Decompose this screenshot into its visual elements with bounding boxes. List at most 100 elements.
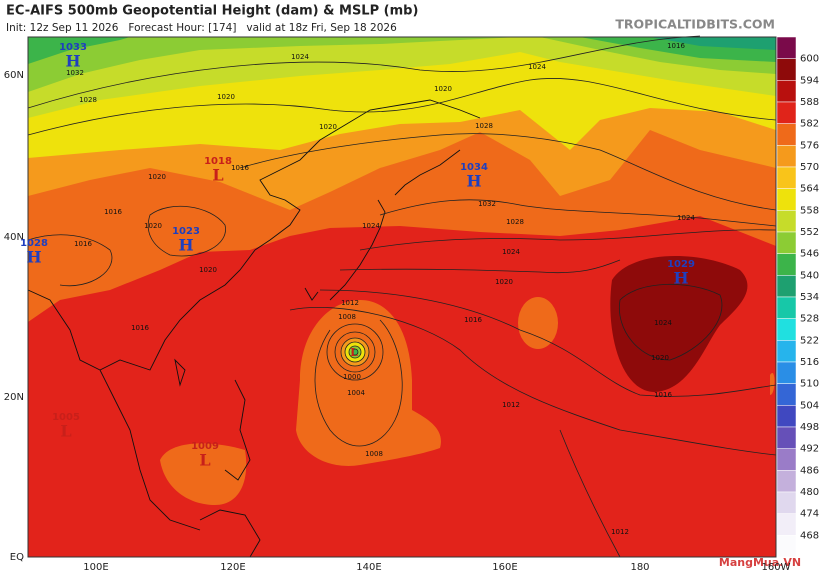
isobar-label: 1008 — [338, 313, 356, 321]
isobar-label: 1016 — [131, 324, 149, 332]
isobar — [379, 199, 777, 227]
colorbar-swatch — [776, 296, 797, 319]
lat-label: 60N — [4, 70, 24, 81]
isobar — [618, 283, 723, 361]
coastline — [174, 358, 186, 387]
coastline — [99, 369, 201, 531]
isobar-label: 1004 — [347, 389, 365, 397]
isobar-label: 1024 — [654, 319, 672, 327]
isobar-label: 1016 — [464, 316, 482, 324]
isobar — [289, 307, 777, 456]
lat-label: 40N — [4, 232, 24, 243]
colorbar-label: 552 — [800, 227, 819, 238]
colorbar-label: 486 — [800, 465, 819, 476]
isobar-label: 1016 — [104, 208, 122, 216]
colorbar-label: 558 — [800, 205, 819, 216]
lon-label: 180 — [630, 562, 649, 573]
colorbar-label: 576 — [800, 140, 819, 151]
typhoon-rings — [326, 323, 384, 381]
colorbar-swatch — [776, 318, 797, 341]
center-symbol: H — [178, 236, 193, 255]
colorbar-label: 582 — [800, 119, 819, 130]
colorbar-label: 564 — [800, 184, 819, 195]
colorbar-swatch — [776, 340, 797, 363]
isobar-label: 1032 — [66, 69, 84, 77]
center-symbol: L — [60, 422, 71, 441]
isobar-label: 1020 — [217, 93, 235, 101]
center-value: 1034 — [460, 162, 488, 173]
colorbar-swatch — [776, 80, 797, 103]
colorbar-label: 498 — [800, 422, 819, 433]
colorbar-label: 504 — [800, 400, 819, 411]
center-value: 1018 — [204, 156, 232, 167]
field-yellow-green — [28, 37, 776, 118]
isobar-label: 1024 — [362, 222, 380, 230]
isobar-label: 1024 — [528, 63, 546, 71]
center-value: 1033 — [59, 42, 87, 53]
isobar-label: 1000 — [343, 373, 361, 381]
colorbar-swatch — [776, 188, 797, 211]
field-orange-spot — [518, 297, 558, 349]
colorbar-label: 492 — [800, 444, 819, 455]
colorbar-label: 474 — [800, 509, 819, 520]
center-symbol: L — [350, 346, 358, 359]
lon-label: 160W — [762, 562, 791, 573]
colorbar-swatch — [776, 405, 797, 428]
colorbar-swatch — [776, 166, 797, 189]
center-symbol: L — [199, 451, 210, 470]
colorbar-swatch — [776, 535, 797, 558]
map-frame — [27, 36, 777, 558]
colorbar-label: 528 — [800, 314, 819, 325]
isobar — [27, 78, 777, 136]
isobar-label: 1024 — [291, 53, 309, 61]
center-symbol: H — [673, 269, 688, 288]
isobar-label: 1028 — [79, 96, 97, 104]
field-orange-spot — [770, 372, 775, 395]
colorbar-label: 540 — [800, 270, 819, 281]
colorbar-label: 534 — [800, 292, 819, 303]
isobar — [319, 289, 777, 397]
coastline — [199, 509, 261, 558]
colorbar-swatch — [776, 101, 797, 124]
site-label: TROPICALTIDBITS.COM — [615, 17, 775, 32]
coastline — [394, 149, 461, 196]
isobar-label: 1016 — [667, 42, 685, 50]
lon-label: 140E — [356, 562, 381, 573]
colorbar-swatch — [776, 470, 797, 493]
isobar — [147, 205, 226, 257]
isobar-label: 1012 — [502, 401, 520, 409]
center-value: 1009 — [191, 441, 219, 452]
colorbar-label: 594 — [800, 75, 819, 86]
isobar — [239, 133, 777, 211]
colorbar-label: 570 — [800, 162, 819, 173]
colorbar-swatch — [776, 491, 797, 514]
coastline — [224, 379, 251, 481]
isobar — [27, 234, 113, 287]
center-value: 1029 — [667, 259, 695, 270]
colorbar-swatch — [776, 383, 797, 406]
isobar-label: 1032 — [478, 200, 496, 208]
coastline — [329, 199, 386, 301]
isobar-label: 1020 — [199, 266, 217, 274]
lon-label: 160E — [492, 562, 517, 573]
isobar-label: 1020 — [319, 123, 337, 131]
isobar-label: 1024 — [502, 248, 520, 256]
center-value: 1005 — [52, 412, 80, 423]
isobar-label: 1016 — [74, 240, 92, 248]
colorbar-label: 588 — [800, 97, 819, 108]
colorbar-swatch — [776, 145, 797, 168]
center-symbol: H — [466, 172, 481, 191]
isobar-label: 1028 — [506, 218, 524, 226]
isobar — [359, 229, 777, 251]
isobar — [314, 319, 403, 447]
coastline — [27, 99, 481, 371]
colorbar-swatch — [776, 58, 797, 81]
isobar-label: 1020 — [148, 173, 166, 181]
isobar-label: 1024 — [677, 214, 695, 222]
colorbar-swatch — [776, 448, 797, 471]
colorbar-swatch — [776, 123, 797, 146]
colorbar-swatch — [776, 361, 797, 384]
lon-label: 100E — [83, 562, 108, 573]
colorbar-label: 546 — [800, 249, 819, 260]
